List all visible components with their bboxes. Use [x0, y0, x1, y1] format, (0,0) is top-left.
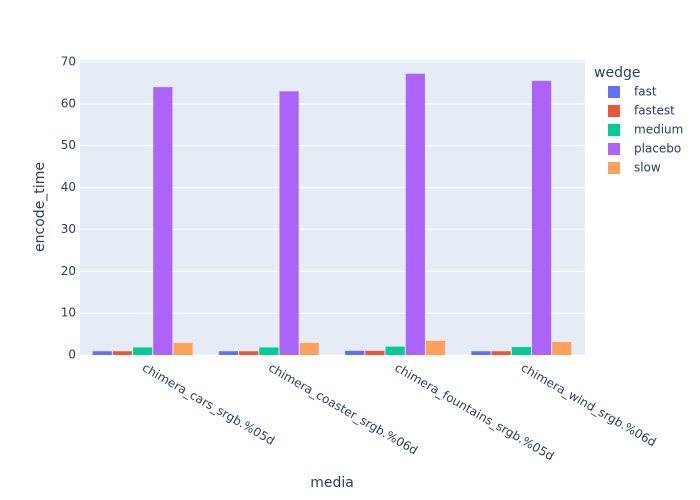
bar — [425, 340, 446, 355]
y-tick-label: 60 — [61, 96, 76, 110]
y-tick-label: 70 — [61, 55, 76, 69]
bar — [385, 346, 405, 355]
bar — [92, 351, 112, 355]
y-tick-label: 20 — [61, 264, 76, 278]
bar — [552, 342, 572, 355]
bar — [531, 80, 552, 355]
legend-swatch — [608, 86, 620, 98]
bar — [299, 342, 319, 355]
x-axis-title: media — [310, 475, 354, 491]
bar — [259, 347, 279, 355]
legend-label: slow — [634, 161, 661, 175]
bar — [153, 87, 173, 355]
bar — [345, 350, 365, 355]
legend-title: wedge — [594, 65, 640, 81]
y-tick-label: 10 — [61, 306, 76, 320]
legend-swatch — [608, 124, 620, 136]
bar — [173, 342, 193, 355]
legend-label: fast — [634, 85, 657, 99]
y-tick-label: 30 — [61, 222, 76, 236]
bar — [511, 347, 531, 355]
x-tick-label: chimera_wind_srgb.%06d — [519, 361, 659, 450]
y-tick-label: 50 — [61, 138, 76, 152]
bar — [471, 351, 491, 355]
bar — [239, 351, 259, 355]
bar — [133, 347, 153, 355]
legend-swatch — [608, 143, 620, 155]
legend-label: medium — [634, 123, 683, 137]
legend-swatch — [608, 162, 620, 174]
bar — [112, 351, 133, 355]
y-tick-label: 0 — [68, 348, 76, 362]
bar — [218, 351, 239, 355]
y-axis-title: encode_time — [32, 162, 48, 252]
legend-swatch — [608, 105, 620, 117]
x-tick-label: chimera_cars_srgb.%05d — [140, 361, 277, 448]
bar — [491, 351, 511, 355]
legend-label: placebo — [634, 142, 681, 156]
bar — [365, 350, 385, 355]
legend-label: fastest — [634, 104, 675, 118]
y-tick-label: 40 — [61, 180, 76, 194]
bar — [279, 91, 299, 356]
bar — [405, 73, 425, 355]
